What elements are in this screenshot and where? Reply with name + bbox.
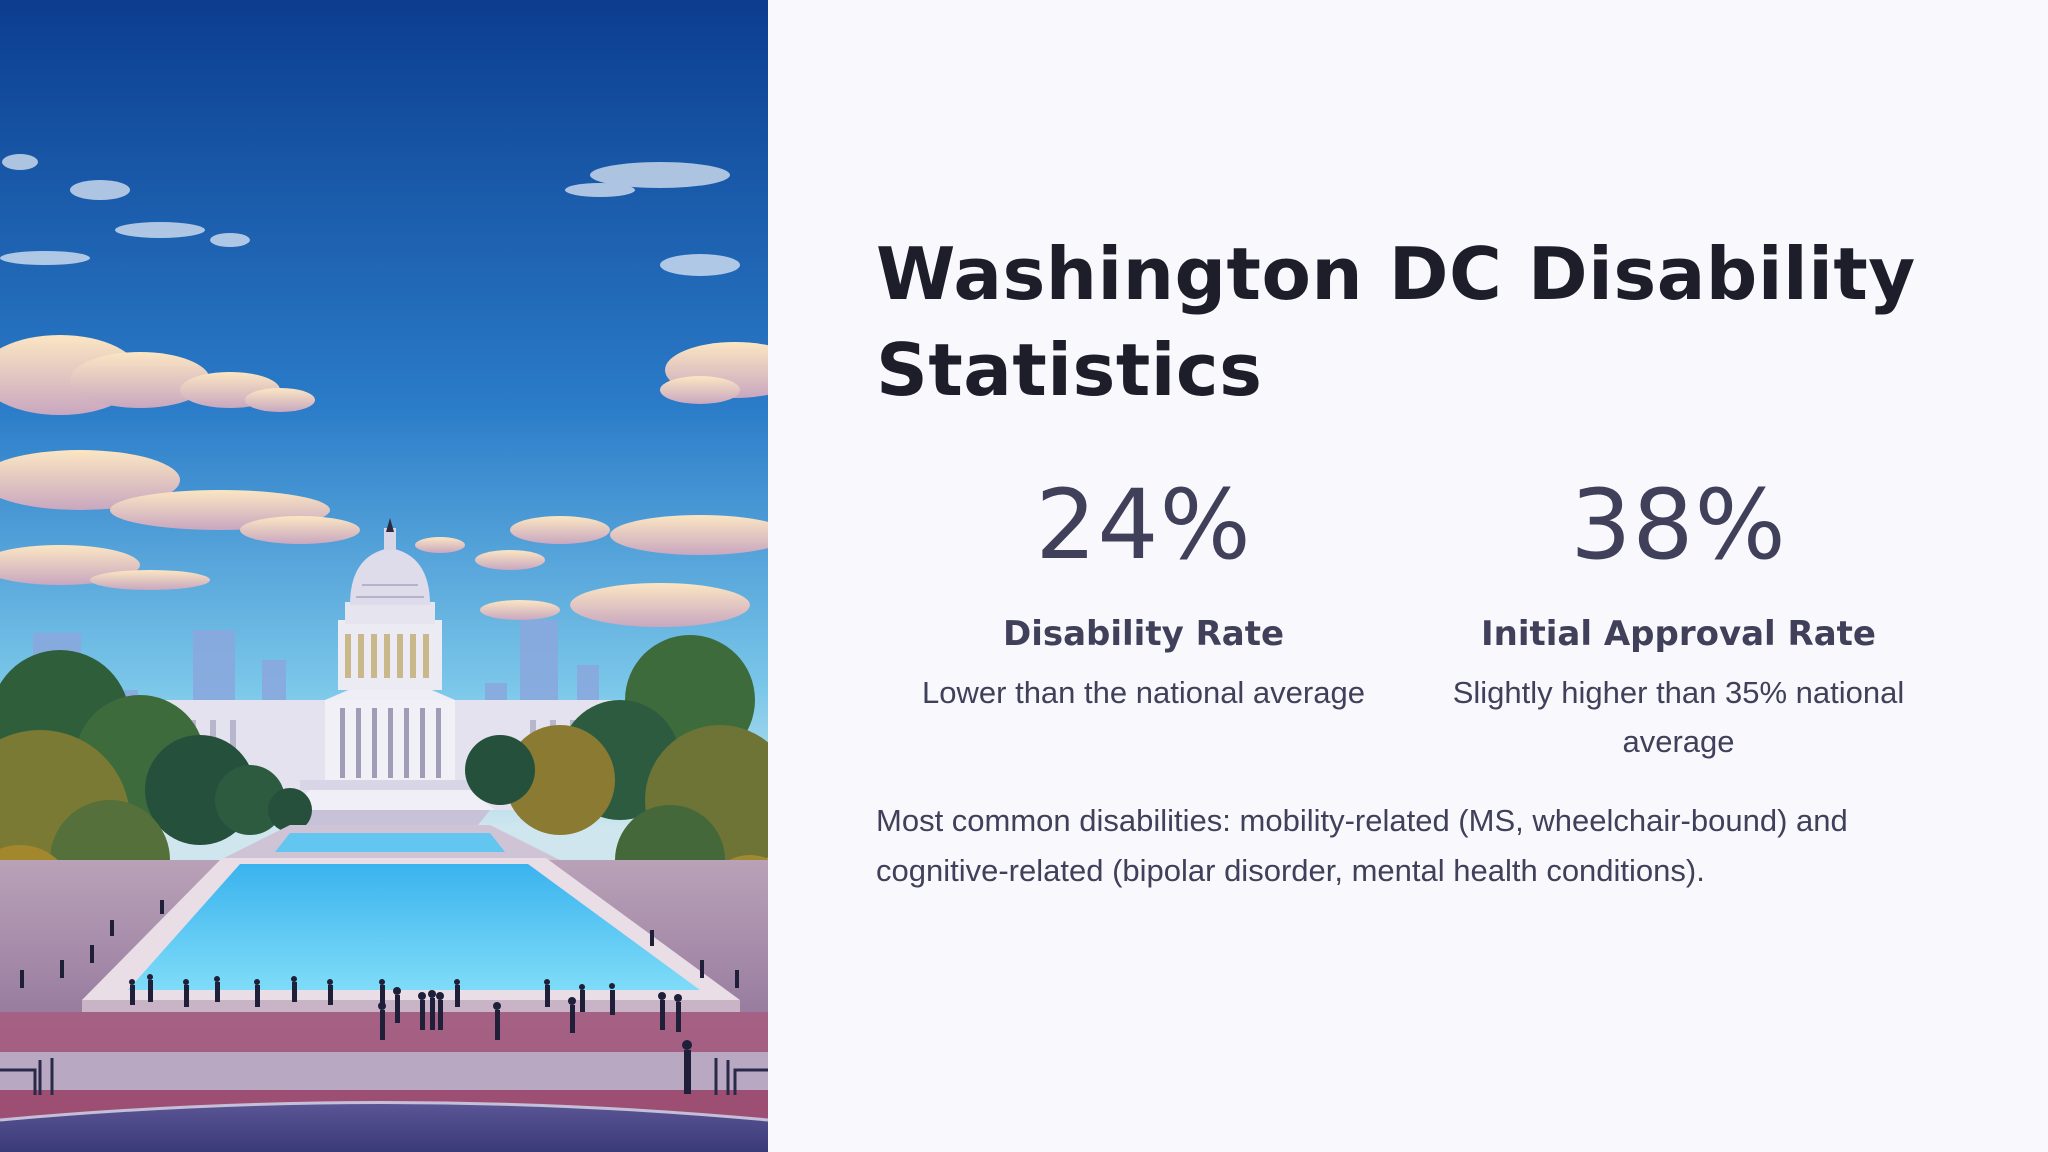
stat-label: Disability Rate <box>1002 614 1285 654</box>
stat-value: 24% <box>1035 469 1252 581</box>
stat-value: 38% <box>1570 469 1787 581</box>
stat-disability-rate: 24% Disability Rate Lower than the natio… <box>876 470 1411 766</box>
capitol-illustration <box>0 0 768 1152</box>
slide-title: Washington DC Disability Statistics <box>876 232 1916 412</box>
summary-paragraph: Most common disabilities: mobility-relat… <box>876 803 1848 888</box>
content-panel: Washington DC Disability Statistics 24% … <box>876 226 1956 927</box>
stat-description: Lower than the national average <box>922 675 1365 710</box>
stat-initial-approval-rate: 38% Initial Approval Rate Slightly highe… <box>1411 470 1946 766</box>
stat-label: Initial Approval Rate <box>1480 614 1876 654</box>
stat-description: Slightly higher than 35% national averag… <box>1452 675 1905 759</box>
stats-row: 24% Disability Rate Lower than the natio… <box>876 470 1946 766</box>
